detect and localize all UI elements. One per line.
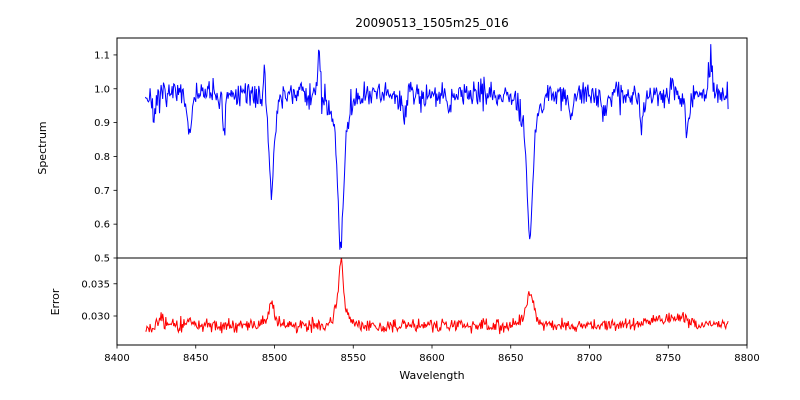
chart-title: 20090513_1505m25_016 bbox=[355, 16, 508, 30]
y-axis-label-error: Error bbox=[49, 288, 62, 315]
spectrum-line bbox=[144, 44, 729, 250]
x-tick-label: 8800 bbox=[734, 353, 759, 364]
x-tick-label: 8600 bbox=[419, 353, 444, 364]
y-tick-label: 1.0 bbox=[94, 84, 110, 95]
x-tick-label: 8550 bbox=[341, 353, 366, 364]
y-tick-label: 0.7 bbox=[94, 186, 110, 197]
y-tick-label: 0.6 bbox=[94, 220, 110, 231]
x-tick-label: 8400 bbox=[104, 353, 129, 364]
spectrum-panel bbox=[116, 37, 748, 259]
plot-content: 0.5 0.6 0.7 0.8 0.9 1.0 1.1 0.030 0.035 8400 8450 8… bbox=[81, 37, 760, 364]
y-tick-label: 1.1 bbox=[94, 50, 110, 61]
y-tick-label: 0.8 bbox=[94, 152, 110, 163]
x-tick-label: 8450 bbox=[183, 353, 208, 364]
x-tick-label: 8650 bbox=[498, 353, 523, 364]
y-tick-label: 0.5 bbox=[94, 254, 110, 265]
y-axis-label-spectrum: Spectrum bbox=[36, 121, 49, 174]
x-tick-label: 8500 bbox=[262, 353, 287, 364]
x-tick-label: 8700 bbox=[577, 353, 602, 364]
error-line bbox=[145, 258, 729, 335]
x-axis-label: Wavelength bbox=[399, 369, 464, 382]
y-tick-label: 0.030 bbox=[81, 312, 110, 323]
x-tick-label: 8750 bbox=[656, 353, 681, 364]
y-tick-label: 0.035 bbox=[81, 279, 110, 290]
y-tick-label: 0.9 bbox=[94, 118, 110, 129]
